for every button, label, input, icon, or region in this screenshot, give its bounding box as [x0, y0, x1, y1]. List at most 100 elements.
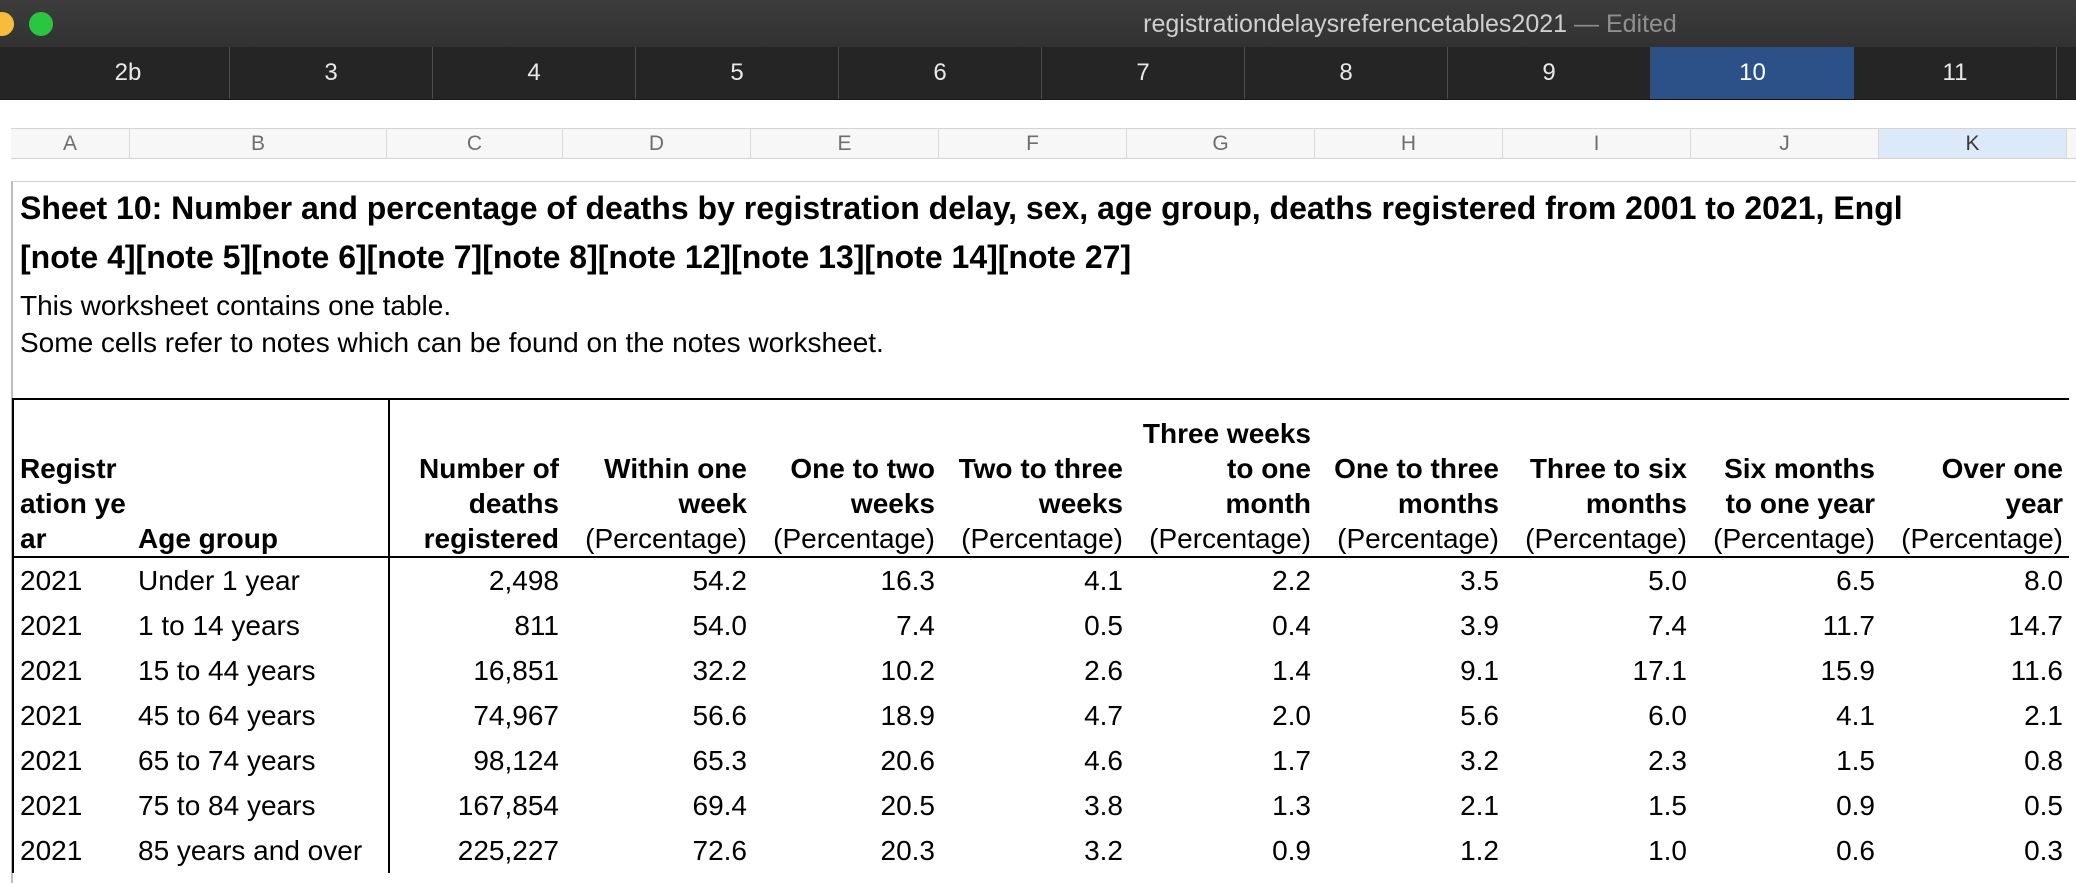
table-cell[interactable]: 2.2 — [1272, 565, 1311, 596]
sheet-tab-9[interactable]: 9 — [1448, 47, 1651, 99]
table-cell[interactable]: 45 to 64 years — [138, 700, 316, 731]
zoom-button[interactable] — [29, 12, 53, 36]
table-cell[interactable]: 1.7 — [1272, 745, 1311, 776]
table-cell[interactable]: 0.5 — [2024, 790, 2063, 821]
table-cell[interactable]: 225,227 — [388, 828, 565, 873]
table-cell[interactable]: 5.0 — [1648, 565, 1687, 596]
table-cell[interactable]: 72.6 — [692, 835, 748, 866]
table-cell[interactable]: 0.6 — [1836, 835, 1875, 866]
table-cell[interactable]: 0.4 — [1272, 610, 1311, 641]
table-cell[interactable]: 11.6 — [2010, 655, 2063, 686]
table-cell[interactable]: 54.2 — [692, 565, 748, 596]
column-header-f[interactable]: F — [939, 129, 1127, 158]
table-cell[interactable]: 16.3 — [880, 565, 936, 596]
table-cell[interactable]: 54.0 — [692, 610, 748, 641]
table-cell[interactable]: 2021 — [12, 828, 132, 873]
table-cell[interactable]: 1.4 — [1272, 655, 1311, 686]
table-cell[interactable]: 167,854 — [388, 783, 565, 828]
table-cell[interactable]: 2021 — [12, 738, 132, 783]
table-cell[interactable]: 1 to 14 years — [138, 610, 300, 641]
table-cell[interactable]: 20.5 — [880, 790, 936, 821]
column-header-a[interactable]: A — [11, 129, 130, 158]
table-cell[interactable]: 65 to 74 years — [138, 745, 316, 776]
table-cell[interactable]: 10.2 — [880, 655, 936, 686]
column-header-k[interactable]: K — [1879, 129, 2067, 158]
table-cell[interactable]: 56.6 — [692, 700, 748, 731]
table-cell[interactable]: 2021 — [12, 783, 132, 828]
table-cell[interactable]: 1.5 — [1648, 790, 1687, 821]
column-header-j[interactable]: J — [1691, 129, 1879, 158]
sheet-tab-6[interactable]: 6 — [839, 47, 1042, 99]
column-header-c[interactable]: C — [387, 129, 563, 158]
table-cell[interactable]: 3.5 — [1460, 565, 1499, 596]
table-cell[interactable]: Under 1 year — [138, 565, 300, 596]
table-cell[interactable]: 18.9 — [880, 700, 936, 731]
table-cell[interactable]: 2021 — [12, 603, 132, 648]
table-cell[interactable]: 4.1 — [1084, 565, 1123, 596]
table-cell[interactable]: 4.1 — [1836, 700, 1875, 731]
table-cell[interactable]: 2.1 — [1460, 790, 1499, 821]
table-cell[interactable]: 0.5 — [1084, 610, 1123, 641]
table-cell[interactable]: 1.5 — [1836, 745, 1875, 776]
table-cell[interactable]: 3.2 — [1460, 745, 1499, 776]
table-cell[interactable]: 4.7 — [1084, 700, 1123, 731]
table-cell[interactable]: 6.5 — [1836, 565, 1875, 596]
table-cell[interactable]: 5.6 — [1460, 700, 1499, 731]
table-cell[interactable]: 4.6 — [1084, 745, 1123, 776]
table-cell[interactable]: 74,967 — [388, 693, 565, 738]
table-cell[interactable]: 3.8 — [1084, 790, 1123, 821]
table-cell[interactable]: 17.1 — [1632, 655, 1688, 686]
table-cell[interactable]: 9.1 — [1460, 655, 1499, 686]
sheet-tab-7[interactable]: 7 — [1042, 47, 1245, 99]
table-cell[interactable]: 0.9 — [1272, 835, 1311, 866]
sheet-tab-11[interactable]: 11 — [1854, 47, 2057, 99]
column-header-e[interactable]: E — [751, 129, 939, 158]
sheet-tab-3[interactable]: 3 — [230, 47, 433, 99]
table-cell[interactable]: 2.6 — [1084, 655, 1123, 686]
sheet-tab-2b[interactable]: 2b — [27, 47, 230, 99]
table-cell[interactable]: 2021 — [12, 557, 132, 603]
column-header-h[interactable]: H — [1315, 129, 1503, 158]
sheet-tab-10[interactable]: 10 — [1651, 47, 1854, 99]
table-cell[interactable]: 2.0 — [1272, 700, 1311, 731]
table-cell[interactable]: 3.2 — [1084, 835, 1123, 866]
table-cell[interactable]: 1.0 — [1648, 835, 1687, 866]
sheet-tab-5[interactable]: 5 — [636, 47, 839, 99]
table-cell[interactable]: 65.3 — [692, 745, 748, 776]
table-cell[interactable]: 0.8 — [2024, 745, 2063, 776]
table-cell[interactable]: 7.4 — [1648, 610, 1687, 641]
table-cell[interactable]: 3.9 — [1460, 610, 1499, 641]
table-cell[interactable]: 1.2 — [1460, 835, 1499, 866]
table-cell[interactable]: 8.0 — [2024, 565, 2063, 596]
column-header-d[interactable]: D — [563, 129, 751, 158]
table-cell[interactable]: 11.7 — [1822, 610, 1875, 641]
column-header-g[interactable]: G — [1127, 129, 1315, 158]
table-cell[interactable]: 7.4 — [896, 610, 935, 641]
column-header-b[interactable]: B — [130, 129, 387, 158]
sheet-tab-4[interactable]: 4 — [433, 47, 636, 99]
table-cell[interactable]: 20.6 — [880, 745, 936, 776]
table-cell[interactable]: 2,498 — [388, 557, 565, 603]
table-cell[interactable]: 75 to 84 years — [138, 790, 316, 821]
table-cell[interactable]: 1.3 — [1272, 790, 1311, 821]
sheet-tab-8[interactable]: 8 — [1245, 47, 1448, 99]
table-cell[interactable]: 20.3 — [880, 835, 936, 866]
table-cell[interactable]: 32.2 — [692, 655, 748, 686]
table-cell[interactable]: 2.3 — [1648, 745, 1687, 776]
table-cell[interactable]: 15 to 44 years — [138, 655, 316, 686]
table-cell[interactable]: 14.7 — [2008, 610, 2064, 641]
table-cell[interactable]: 15.9 — [1820, 655, 1876, 686]
table-cell[interactable]: 0.3 — [2024, 835, 2063, 866]
table-cell[interactable]: 16,851 — [388, 648, 565, 693]
table-cell[interactable]: 85 years and over — [138, 835, 363, 866]
minimize-button[interactable] — [0, 12, 14, 36]
table-cell[interactable]: 2.1 — [2024, 700, 2063, 731]
table-cell[interactable]: 69.4 — [692, 790, 748, 821]
table-cell[interactable]: 98,124 — [388, 738, 565, 783]
table-cell[interactable]: 2021 — [12, 693, 132, 738]
table-cell[interactable]: 811 — [388, 603, 565, 648]
column-header-i[interactable]: I — [1503, 129, 1691, 158]
table-cell[interactable]: 0.9 — [1836, 790, 1875, 821]
table-cell[interactable]: 2021 — [12, 648, 132, 693]
table-cell[interactable]: 6.0 — [1648, 700, 1687, 731]
